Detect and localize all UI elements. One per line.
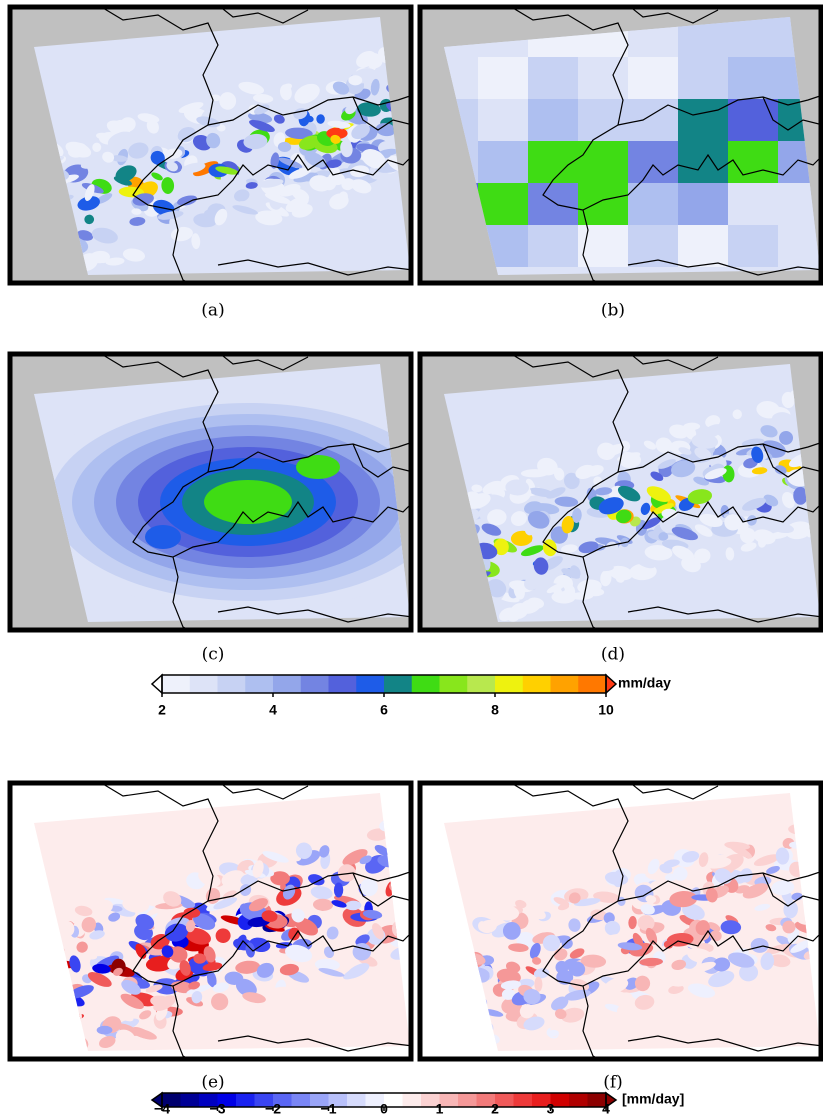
- colorbar-extension: [606, 675, 616, 693]
- map-panel: [8, 781, 415, 1067]
- grid-cell: [578, 141, 628, 183]
- panel-label: (e): [201, 1073, 224, 1093]
- colorbar-segment: [412, 675, 440, 693]
- colorbar-segment: [181, 1093, 200, 1107]
- grid-cell: [478, 57, 528, 99]
- colorbar-tick-label: 10: [598, 702, 614, 718]
- colorbar-tick-label: −4: [154, 1101, 170, 1115]
- colorbar-segment: [292, 1093, 311, 1107]
- colorbar-segment: [578, 675, 606, 693]
- map-panel: [418, 781, 823, 1061]
- colorbar-segment: [190, 675, 218, 693]
- grid-cell: [728, 225, 778, 267]
- colorbar-tick-label: 4: [602, 1101, 610, 1115]
- panel-label: (b): [601, 301, 625, 321]
- colorbar-tick-label: 4: [269, 702, 277, 718]
- colorbar: −4 −3 −2 −1 0 1 2 3 4 [mm/day]: [152, 1091, 684, 1115]
- colorbar-segment: [273, 675, 301, 693]
- colorbar-extension: [152, 675, 162, 693]
- map-panel: [8, 352, 468, 632]
- colorbar-segment: [514, 1093, 533, 1107]
- colorbar-segment: [245, 675, 273, 693]
- smooth-field: [145, 525, 181, 549]
- colorbar-segment: [467, 675, 495, 693]
- grid-cell: [728, 99, 778, 141]
- grid-cell: [728, 57, 778, 99]
- grid-cell: [478, 99, 528, 141]
- panel-label: (c): [202, 645, 225, 665]
- grid-cell: [578, 99, 628, 141]
- grid-cell: [528, 225, 578, 267]
- colorbar-segment: [403, 1093, 422, 1107]
- colorbar-tick-label: −2: [265, 1101, 281, 1115]
- colorbar-tick-label: 8: [491, 702, 499, 718]
- colorbar-segment: [347, 1093, 366, 1107]
- grid-cell: [528, 57, 578, 99]
- colorbar: 2 4 6 8 10mm/day: [152, 675, 671, 718]
- colorbar-segment: [440, 675, 468, 693]
- colorbar-segment: [495, 675, 523, 693]
- panel-label: (a): [201, 301, 224, 321]
- panel-label: (d): [601, 645, 625, 665]
- colorbar-segment: [569, 1093, 588, 1107]
- colorbar-segment: [301, 675, 329, 693]
- grid-cell: [628, 57, 678, 99]
- grid-cell: [628, 183, 678, 225]
- grid-cell: [478, 141, 528, 183]
- colorbar-segment: [356, 675, 384, 693]
- colorbar-tick-label: 6: [380, 702, 388, 718]
- colorbar-tick-label: 2: [158, 702, 166, 718]
- colorbar-segment: [329, 675, 357, 693]
- grid-cell: [478, 183, 528, 225]
- grid-cell: [728, 141, 778, 183]
- map-panel: [418, 352, 823, 634]
- colorbar-segment: [236, 1093, 255, 1107]
- grid-cell: [628, 141, 678, 183]
- grid-cell: [678, 225, 728, 267]
- colorbar-segment: [218, 675, 246, 693]
- colorbar-segment: [551, 675, 579, 693]
- grid-cell: [728, 183, 778, 225]
- colorbar-tick-label: 1: [436, 1101, 444, 1115]
- colorbar-unit: mm/day: [618, 675, 671, 691]
- colorbar-segment: [523, 675, 551, 693]
- colorbar-segment: [162, 675, 190, 693]
- grid-cell: [528, 141, 578, 183]
- map-panel: [8, 5, 417, 285]
- colorbar-segment: [384, 675, 412, 693]
- grid-cell: [678, 57, 728, 99]
- grid-cell: [528, 99, 578, 141]
- grid-cell: [678, 99, 728, 141]
- map-panel: [418, 5, 823, 285]
- grid-cell: [528, 183, 578, 225]
- figure: (a) (b) (c) (d) (e) (f) 2 4 6 8 10mm/day −4 −3 −2 −1 0 1…: [0, 0, 823, 1115]
- colorbar-tick-label: 0: [380, 1101, 388, 1115]
- colorbar-unit: [mm/day]: [622, 1091, 684, 1107]
- field-blob: [97, 1026, 113, 1035]
- colorbar-tick-label: 2: [491, 1101, 499, 1115]
- colorbar-tick-label: −3: [210, 1101, 226, 1115]
- grid-cell: [678, 183, 728, 225]
- grid-cell: [628, 99, 678, 141]
- colorbar-segment: [458, 1093, 477, 1107]
- colorbar-tick-label: −1: [321, 1101, 337, 1115]
- colorbar-tick-label: 3: [547, 1101, 555, 1115]
- panel-label: (f): [603, 1073, 623, 1093]
